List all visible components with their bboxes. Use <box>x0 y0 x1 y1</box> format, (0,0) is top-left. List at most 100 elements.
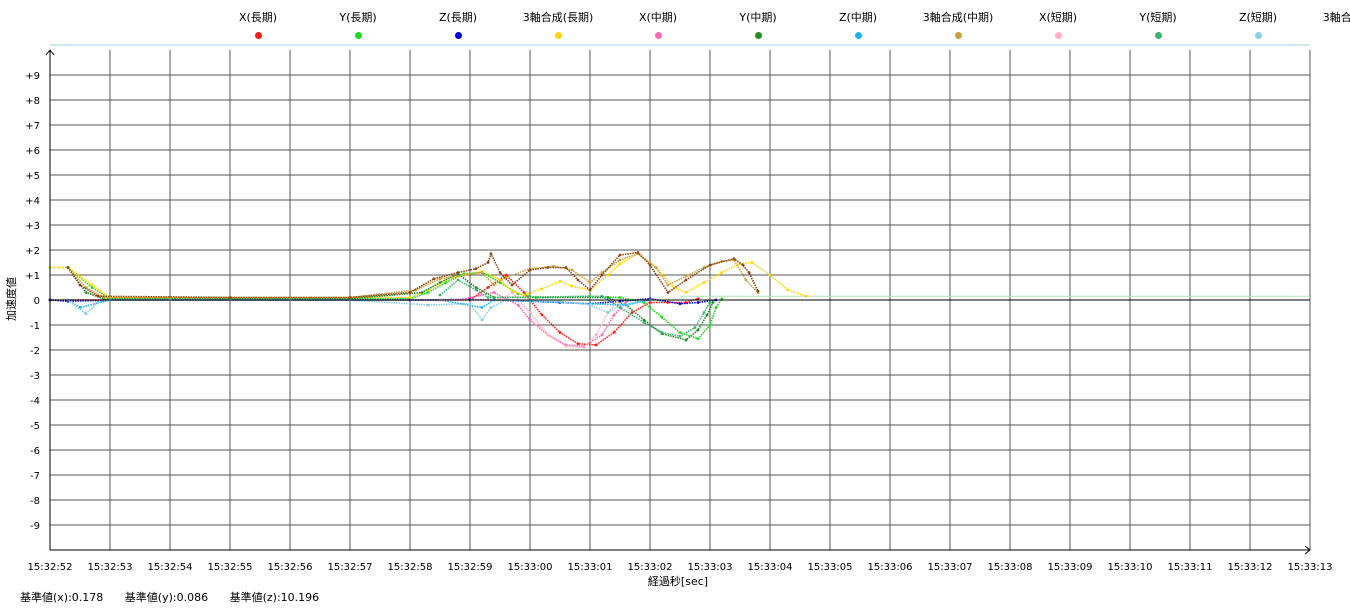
legend-swatch <box>1254 32 1262 39</box>
data-point <box>570 284 574 288</box>
x-tick-label: 15:33:00 <box>508 562 553 573</box>
data-point <box>474 286 478 289</box>
data-point <box>696 328 700 332</box>
y-axis-title: 加速度値 <box>4 277 18 321</box>
data-point <box>438 293 442 297</box>
x-tick-label: 15:33:05 <box>808 562 853 573</box>
legend-label: Y(長期) <box>339 11 377 24</box>
legend-label: X(中期) <box>638 11 678 24</box>
data-point <box>606 311 610 314</box>
legend-item[interactable]: X(中期) <box>603 9 713 39</box>
data-point <box>708 323 712 327</box>
data-point <box>516 303 520 307</box>
data-point <box>618 303 622 307</box>
legend-item[interactable]: Y(長期) <box>303 9 413 39</box>
data-point <box>678 302 682 306</box>
x-tick-label: 15:33:07 <box>928 562 973 573</box>
series-7 <box>66 252 760 299</box>
legend-item[interactable]: 3軸合成(短期) <box>1303 9 1350 39</box>
data-point <box>528 318 532 322</box>
data-point <box>606 273 610 277</box>
y-tick-label: +8 <box>25 96 40 107</box>
data-point <box>456 271 460 274</box>
legend-swatch <box>654 32 662 39</box>
legend-label: Z(短期) <box>1238 11 1278 24</box>
data-point <box>804 294 808 298</box>
chart-axes: 15:32:52 15:32:53 15:32:54 15:32:55 15:32:56… <box>25 49 1333 573</box>
x-tick-label: 15:33:09 <box>1048 562 1093 573</box>
x-tick-label: 15:33:13 <box>1288 562 1333 573</box>
data-point <box>606 296 610 299</box>
series-11 <box>66 251 760 299</box>
legend-item[interactable]: Y(中期) <box>703 9 813 39</box>
data-point <box>636 251 640 254</box>
data-point <box>600 333 604 337</box>
legend-item[interactable]: Z(中期) <box>803 9 913 39</box>
data-point <box>558 299 562 303</box>
x-tick-label: 15:32:55 <box>208 562 253 573</box>
x-tick-label: 15:32:56 <box>268 562 313 573</box>
x-tick-label: 15:32:53 <box>88 562 133 573</box>
data-point <box>654 266 658 269</box>
legend-swatch <box>254 32 262 39</box>
data-point <box>618 296 622 299</box>
y-tick-label: -5 <box>30 421 40 432</box>
legend-item[interactable]: X(短期) <box>1003 9 1113 39</box>
data-point <box>648 301 652 304</box>
data-point <box>750 261 754 264</box>
data-point <box>684 291 688 294</box>
data-point <box>456 278 460 282</box>
data-point <box>696 337 700 341</box>
data-point <box>408 291 412 294</box>
data-point <box>696 297 700 301</box>
y-tick-label: -6 <box>30 446 40 457</box>
legend-swatch <box>454 32 462 39</box>
legend-item[interactable]: 3軸合成(中期) <box>903 9 1013 39</box>
data-point <box>642 318 646 322</box>
data-point <box>498 271 502 274</box>
data-point <box>510 291 514 294</box>
legend-item[interactable]: Z(長期) <box>403 9 513 39</box>
y-tick-label: +1 <box>25 271 40 282</box>
legend-swatch <box>1054 32 1062 39</box>
data-point <box>642 321 646 324</box>
data-point <box>96 294 100 298</box>
data-point <box>570 268 574 272</box>
legend-label: Y(短期) <box>1139 11 1177 24</box>
legend-label: 3軸合成(短期) <box>1322 11 1350 24</box>
data-point <box>711 301 715 304</box>
data-point <box>480 306 484 309</box>
data-point <box>498 278 502 282</box>
data-point <box>546 333 550 337</box>
y-tick-label: +7 <box>25 121 40 132</box>
data-point <box>600 273 604 277</box>
y-tick-label: +5 <box>25 171 40 182</box>
x-tick-label: 15:33:04 <box>748 562 793 573</box>
chart-legend: X(長期) Y(長期) Z(長期) 3軸合成(長期) X(中期) Y(中期) Z(中期) 3軸… <box>0 0 1350 44</box>
data-point <box>588 281 592 284</box>
data-point <box>426 303 430 307</box>
data-point <box>618 262 622 266</box>
data-point <box>96 301 100 304</box>
data-point <box>588 288 592 292</box>
data-point <box>648 263 652 267</box>
legend-swatch <box>954 32 962 39</box>
data-point <box>492 283 496 287</box>
x-tick-label: 15:33:08 <box>988 562 1033 573</box>
data-point <box>576 278 580 282</box>
series-line <box>440 291 618 349</box>
data-point <box>489 306 493 309</box>
data-point <box>498 281 502 284</box>
data-point <box>66 266 70 269</box>
data-point <box>756 289 760 293</box>
data-point <box>684 338 688 342</box>
data-point <box>594 333 598 337</box>
legend-item[interactable]: Z(短期) <box>1203 9 1313 39</box>
legend-label: Y(中期) <box>739 11 777 24</box>
legend-item[interactable]: X(長期) <box>203 9 313 39</box>
data-point <box>348 296 352 299</box>
x-tick-label: 15:33:10 <box>1108 562 1153 573</box>
legend-item[interactable]: 3軸合成(長期) <box>503 9 613 39</box>
legend-item[interactable]: Y(短期) <box>1103 9 1213 39</box>
